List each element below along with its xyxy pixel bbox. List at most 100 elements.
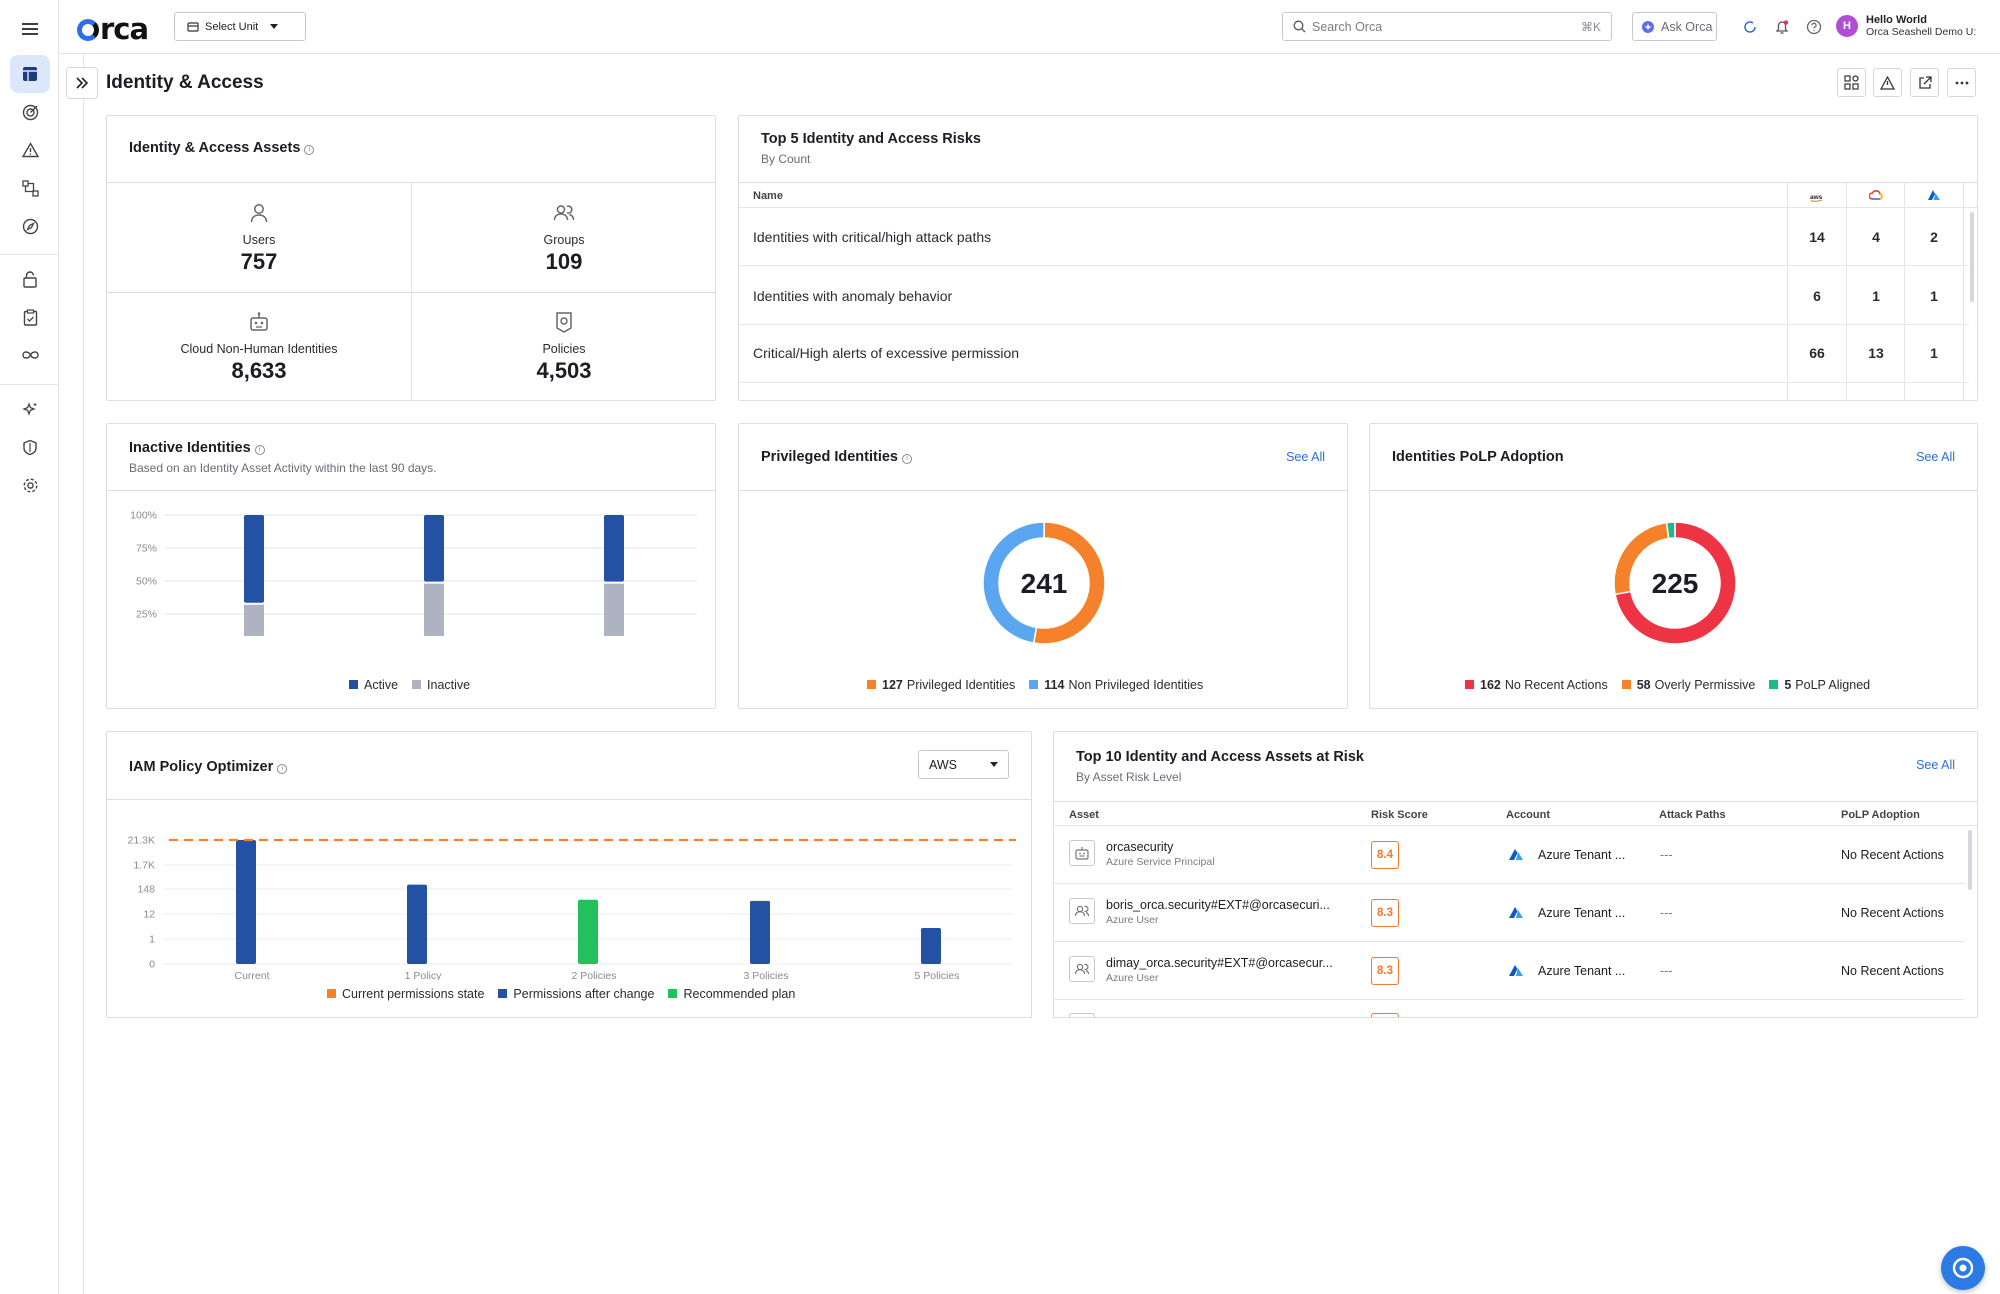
bar-inactive bbox=[424, 583, 444, 636]
info-icon[interactable]: i bbox=[902, 454, 912, 464]
rail-divider bbox=[0, 384, 59, 385]
legend-item-recommended-plan[interactable]: Recommended plan bbox=[668, 987, 795, 1001]
orca-logo[interactable]: orcarca bbox=[77, 12, 149, 46]
account-name[interactable]: Azure Tenant ... bbox=[1538, 906, 1626, 920]
asset-tile-non-human[interactable]: Cloud Non-Human Identities 8,633 bbox=[107, 293, 411, 400]
card-title: Identity & Access Assets i bbox=[129, 140, 315, 156]
account-name[interactable]: Azure Tenant ... bbox=[1538, 964, 1626, 978]
asset-tile-groups[interactable]: Groups 109 bbox=[412, 184, 715, 292]
compass-icon[interactable] bbox=[10, 207, 50, 245]
table-row[interactable]: Critical/High alerts of excessive permis… bbox=[739, 325, 1969, 383]
column-header-polp-adoption[interactable]: PoLP Adoption bbox=[1841, 809, 1920, 821]
scrollbar[interactable] bbox=[1970, 212, 1974, 302]
legend-item-polp-aligned[interactable]: 5 PoLP Aligned bbox=[1769, 678, 1870, 692]
legend-item-no-recent-actions[interactable]: 162 No Recent Actions bbox=[1465, 678, 1608, 692]
help-icon[interactable] bbox=[1804, 17, 1824, 37]
gcp-count[interactable]: 13 bbox=[1868, 345, 1884, 361]
see-all-link[interactable]: See All bbox=[1916, 450, 1955, 464]
table-row[interactable]: Identities with critical/high attack pat… bbox=[739, 208, 1969, 266]
asset-name-link[interactable]: boris_orca.security#EXT#@orcasecuri... bbox=[1106, 898, 1330, 912]
sparkle-ai-icon[interactable] bbox=[10, 390, 50, 428]
expand-sidebar-button[interactable] bbox=[66, 67, 98, 99]
page-title: Identity & Access bbox=[106, 72, 264, 93]
donut-slice bbox=[1665, 521, 1676, 540]
legend-item-active[interactable]: Active bbox=[349, 678, 398, 692]
share-button[interactable] bbox=[1910, 68, 1939, 97]
legend-swatch bbox=[327, 989, 336, 998]
account-name[interactable]: Azure Tenant ... bbox=[1538, 848, 1626, 862]
column-header-asset[interactable]: Asset bbox=[1069, 809, 1099, 821]
y-tick-label: 1.7K bbox=[133, 860, 155, 872]
settings-gear-icon[interactable] bbox=[10, 466, 50, 504]
clipboard-icon[interactable] bbox=[10, 298, 50, 336]
double-chevron-right-icon bbox=[76, 77, 89, 89]
y-tick-label: 12 bbox=[143, 909, 155, 921]
cloud-provider-select[interactable]: AWS bbox=[918, 750, 1009, 779]
alert-button[interactable] bbox=[1873, 68, 1902, 97]
scrollbar[interactable] bbox=[1968, 830, 1972, 890]
card-title: IAM Policy Optimizer i bbox=[129, 759, 288, 775]
table-row[interactable]: dimay_orca.security#EXT#@orcasecur... Az… bbox=[1054, 942, 1964, 1000]
gcp-count[interactable]: 1 bbox=[1872, 288, 1880, 304]
card-subtitle: Based on an Identity Asset Activity with… bbox=[129, 461, 437, 475]
user-greeting: Hello World bbox=[1866, 14, 1927, 26]
more-options-button[interactable] bbox=[1947, 68, 1976, 97]
divider bbox=[739, 182, 1977, 183]
table-row[interactable]: boris_orca.security#EXT#@orcasecuri... A… bbox=[1054, 884, 1964, 942]
asset-tile-policies[interactable]: Policies 4,503 bbox=[412, 293, 715, 400]
azure-count[interactable]: 2 bbox=[1930, 229, 1938, 245]
column-header-risk-score[interactable]: Risk Score bbox=[1371, 809, 1428, 821]
target-icon[interactable] bbox=[10, 93, 50, 131]
aws-count[interactable]: 6 bbox=[1813, 288, 1821, 304]
menu-icon[interactable] bbox=[10, 10, 50, 48]
legend-item-permissions-after-change[interactable]: Permissions after change bbox=[498, 987, 654, 1001]
asset-name-link[interactable]: dimay_orca.security#EXT#@orcasecur... bbox=[1106, 956, 1333, 970]
asset-tile-users[interactable]: Users 757 bbox=[107, 184, 411, 292]
legend-item-inactive[interactable]: Inactive bbox=[412, 678, 470, 692]
gcp-count[interactable]: 4 bbox=[1872, 229, 1880, 245]
dashboard-icon[interactable] bbox=[10, 55, 50, 93]
search-input[interactable]: Search Orca ⌘K bbox=[1282, 12, 1612, 41]
info-icon[interactable]: i bbox=[277, 764, 288, 774]
asset-name-link[interactable]: orcasecurity bbox=[1106, 840, 1174, 854]
info-icon[interactable]: i bbox=[254, 445, 265, 455]
table-row[interactable]: orcasecurity Azure Service Principal 8.4… bbox=[1054, 826, 1964, 884]
table-row[interactable]: Identities with anomaly behavior 6 1 1 bbox=[739, 267, 1969, 325]
info-icon[interactable]: i bbox=[304, 145, 315, 155]
ask-orca-button[interactable]: Ask Orca bbox=[1632, 12, 1717, 41]
x-tick-label: 3 Policies bbox=[744, 970, 789, 980]
card-header: Inactive Identities i Based on an Identit… bbox=[107, 424, 715, 491]
widgets-button[interactable] bbox=[1837, 68, 1866, 97]
aws-count[interactable]: 66 bbox=[1809, 345, 1825, 361]
see-all-link[interactable]: See All bbox=[1286, 450, 1325, 464]
user-menu[interactable]: H Hello World Orca Seashell Demo U: bbox=[1836, 14, 1976, 38]
next-row-peek bbox=[1069, 1013, 1095, 1017]
alerts-icon[interactable] bbox=[10, 131, 50, 169]
lock-icon[interactable] bbox=[10, 260, 50, 298]
legend-item-overly-permissive[interactable]: 58 Overly Permissive bbox=[1621, 678, 1755, 692]
card-title: Inactive Identities i bbox=[129, 440, 265, 456]
sync-icon[interactable] bbox=[1740, 17, 1760, 37]
bar-permissions-after-change bbox=[236, 840, 256, 964]
column-header-account[interactable]: Account bbox=[1506, 809, 1550, 821]
bar-permissions-after-change bbox=[921, 927, 941, 964]
azure-count[interactable]: 1 bbox=[1930, 288, 1938, 304]
attack-paths-icon[interactable] bbox=[10, 169, 50, 207]
azure-count[interactable]: 1 bbox=[1930, 345, 1938, 361]
notifications-bell-icon[interactable] bbox=[1772, 17, 1792, 37]
chat-support-button[interactable] bbox=[1941, 1246, 1985, 1290]
legend-item-privileged[interactable]: 127 Privileged Identities bbox=[867, 678, 1015, 692]
caret-down-icon bbox=[270, 23, 279, 29]
card-header: IAM Policy Optimizer i AWS bbox=[107, 732, 1031, 800]
infinity-icon[interactable] bbox=[10, 336, 50, 374]
select-unit-button[interactable]: Select Unit bbox=[174, 12, 306, 41]
privileged-donut-chart: 241 bbox=[982, 521, 1106, 645]
top-bar: orcarca Select Unit Search Orca ⌘K Ask O… bbox=[59, 0, 2000, 54]
aws-count[interactable]: 14 bbox=[1809, 229, 1825, 245]
legend-item-current-permissions[interactable]: Current permissions state bbox=[327, 987, 484, 1001]
see-all-link[interactable]: See All bbox=[1916, 758, 1955, 772]
shield-icon[interactable] bbox=[10, 428, 50, 466]
column-header-attack-paths[interactable]: Attack Paths bbox=[1659, 809, 1726, 821]
aws-icon: aws bbox=[1788, 189, 1846, 207]
legend-item-non-privileged[interactable]: 114 Non Privileged Identities bbox=[1029, 678, 1203, 692]
